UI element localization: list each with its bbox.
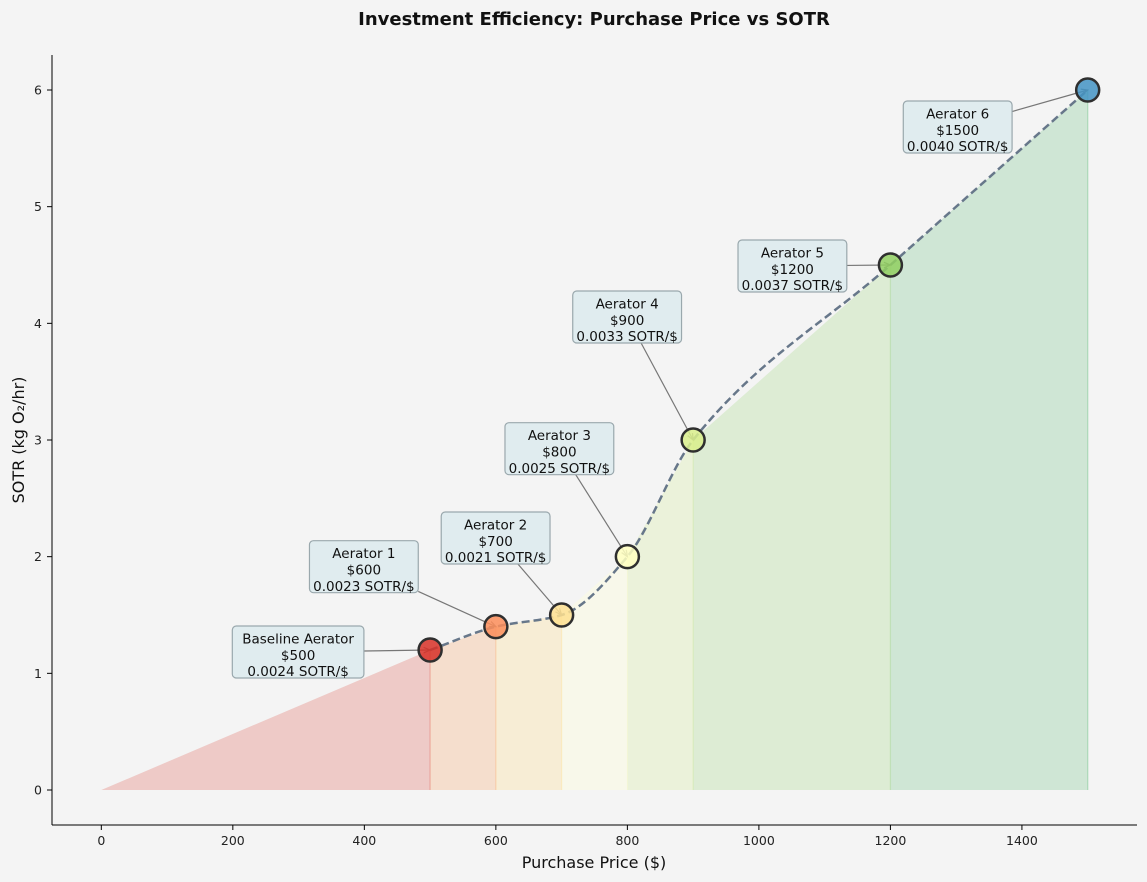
annotation-box <box>737 239 848 293</box>
area-segment <box>627 440 694 790</box>
data-point <box>877 252 904 278</box>
data-point <box>548 602 575 628</box>
area-segment <box>495 615 562 790</box>
area-segment <box>890 90 1088 790</box>
annotation-name: Baseline Aerator <box>242 632 354 648</box>
annotation-name: Aerator 2 <box>464 518 527 534</box>
trend-line <box>429 89 1089 652</box>
y-axis-label: SOTR (kg O₂/hr) <box>9 377 28 504</box>
annotation-efficiency: 0.0025 SOTR/$ <box>509 461 611 477</box>
annotation-price: $1500 <box>936 123 979 139</box>
annotation-box <box>504 422 615 476</box>
annotation-name: Aerator 5 <box>761 246 824 262</box>
annotation-price: $500 <box>281 648 315 664</box>
data-point <box>1074 77 1101 103</box>
data-point <box>680 427 706 453</box>
y-tick-label: 2 <box>34 549 42 564</box>
x-axis-label: Purchase Price ($) <box>522 853 667 872</box>
chart-title: Investment Efficiency: Purchase Price vs… <box>358 9 830 30</box>
annotation-name: Aerator 3 <box>528 428 591 444</box>
annotation-box <box>572 290 683 344</box>
annotation-price: $700 <box>478 534 512 550</box>
area-segment <box>430 626 496 790</box>
annotation-box <box>308 540 419 594</box>
annotation-efficiency: 0.0023 SOTR/$ <box>313 579 415 595</box>
annotation-arrow <box>418 590 497 628</box>
y-tick-label: 0 <box>34 783 42 798</box>
y-tick-label: 4 <box>34 316 42 331</box>
x-tick-label: 600 <box>484 833 508 848</box>
x-tick-label: 1000 <box>743 833 775 848</box>
annotation-box <box>440 511 551 565</box>
annotation-price: $800 <box>542 444 576 460</box>
markers <box>417 77 1101 663</box>
data-point <box>614 543 641 570</box>
area-segment <box>101 650 431 790</box>
area-segment <box>693 265 891 790</box>
annotation-name: Aerator 6 <box>926 107 989 123</box>
annotation-arrow <box>640 342 694 441</box>
x-tick-label: 1400 <box>1006 833 1038 848</box>
annotation-box <box>231 625 365 679</box>
annotation-name: Aerator 4 <box>596 297 659 313</box>
x-tick-label: 0 <box>97 833 105 848</box>
data-point <box>417 637 443 663</box>
annotation-box <box>902 100 1013 154</box>
x-tick-label: 400 <box>352 833 376 848</box>
annotation-arrow <box>1011 89 1088 113</box>
annotation-name: Aerator 1 <box>332 546 395 562</box>
y-tick-label: 6 <box>34 83 42 98</box>
annotation-price: $1200 <box>771 262 814 278</box>
y-tick-label: 5 <box>34 199 42 214</box>
x-tick-label: 1200 <box>875 833 907 848</box>
annotation-efficiency: 0.0024 SOTR/$ <box>247 664 349 680</box>
annotation-efficiency: 0.0033 SOTR/$ <box>576 329 678 345</box>
x-tick-label: 200 <box>221 833 245 848</box>
y-tick-label: 1 <box>34 666 42 681</box>
annotation-price: $900 <box>610 313 644 329</box>
annotation-price: $600 <box>347 562 381 578</box>
y-tick-label: 3 <box>34 433 42 448</box>
axes: 0 200 400 600 800 1000 1200 1400 0 1 2 3 4 5 6 <box>34 55 1137 848</box>
area-fills <box>101 90 1089 790</box>
area-segment <box>561 556 628 790</box>
annotation-arrow <box>575 474 628 557</box>
annotation-efficiency: 0.0037 SOTR/$ <box>742 278 844 294</box>
annotation-efficiency: 0.0021 SOTR/$ <box>445 550 547 566</box>
x-tick-label: 800 <box>615 833 639 848</box>
data-point <box>483 613 509 640</box>
annotation-efficiency: 0.0040 SOTR/$ <box>907 139 1009 155</box>
